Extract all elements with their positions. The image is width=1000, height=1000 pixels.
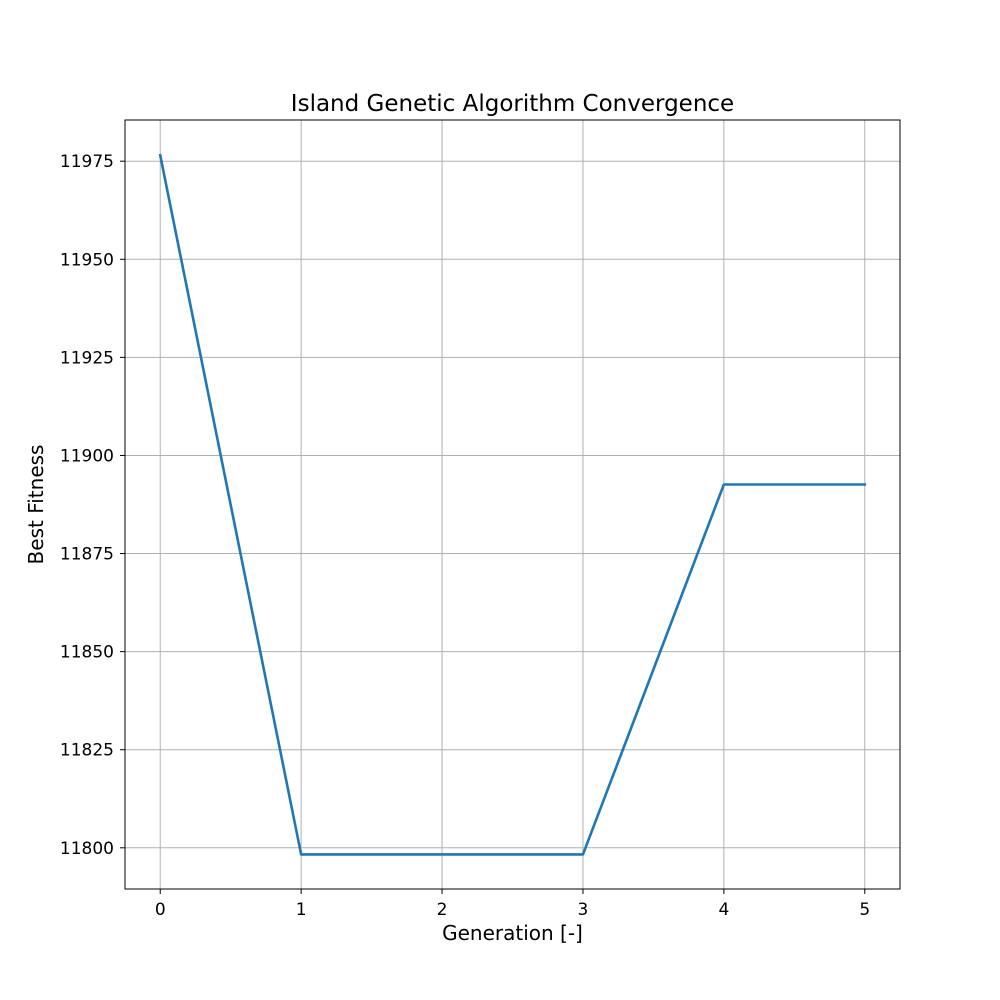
- y-tick-label: 11925: [60, 348, 114, 368]
- grid: [125, 120, 900, 889]
- plot-frame: [124, 119, 901, 890]
- y-tick-label: 11900: [60, 446, 114, 466]
- x-tick-label: 2: [437, 900, 448, 920]
- y-tick-label: 11825: [60, 741, 114, 761]
- x-tick-label: 0: [155, 900, 166, 920]
- y-axis: 11800 11825 11850 11875 11900 11925 11950 11975: [60, 152, 125, 859]
- y-axis-label: Best Fitness: [24, 445, 48, 565]
- x-axis: 0 1 2 3 4 5: [155, 889, 870, 920]
- x-axis-label: Generation [-]: [442, 921, 583, 945]
- x-tick-label: 1: [296, 900, 307, 920]
- x-tick-label: 3: [578, 900, 589, 920]
- x-tick-label: 5: [859, 900, 870, 920]
- y-tick-label: 11875: [60, 545, 114, 565]
- y-tick-label: 11850: [60, 643, 114, 663]
- series-layer: [158, 153, 867, 856]
- series-line: [158, 153, 867, 856]
- y-tick-label: 11800: [60, 839, 114, 859]
- y-tick-label: 11950: [60, 250, 114, 270]
- chart-title: Island Genetic Algorithm Convergence: [291, 91, 734, 117]
- x-tick-label: 4: [718, 900, 729, 920]
- y-tick-label: 11975: [60, 152, 114, 172]
